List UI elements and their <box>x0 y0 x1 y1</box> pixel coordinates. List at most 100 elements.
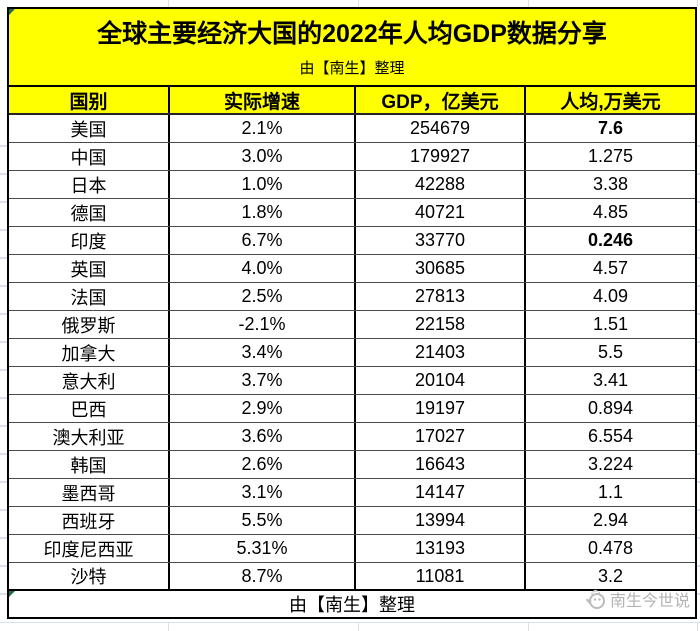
gridline <box>528 0 529 7</box>
column-header: 人均,万美元 <box>524 87 695 113</box>
cell-growth: 1.8% <box>168 199 354 226</box>
gridline <box>0 537 7 539</box>
cell-gdp: 27813 <box>354 283 524 310</box>
gridline <box>0 622 700 623</box>
cell-per_capita: 4.09 <box>524 283 695 310</box>
cell-per_capita: 3.41 <box>524 367 695 394</box>
table-footer-row: 由【南生】整理 <box>9 591 695 617</box>
cell-per_capita: 5.5 <box>524 339 695 366</box>
cell-growth: 8.7% <box>168 563 354 589</box>
cell-country: 巴西 <box>70 399 107 420</box>
cell-gdp: 14147 <box>354 479 524 506</box>
cell-country: 墨西哥 <box>61 483 116 504</box>
table-row: 沙特 8.7% 11081 3.2 <box>9 563 695 591</box>
cell-gdp: 40721 <box>354 199 524 226</box>
page-title: 全球主要经济大国的2022年人均GDP数据分享 <box>97 20 607 48</box>
cell-growth: 3.6% <box>168 423 354 450</box>
column-header: 国别 <box>69 91 108 113</box>
table-row: 意大利 3.7% 20104 3.41 <box>9 367 695 395</box>
cell-country: 沙特 <box>70 567 107 587</box>
gridline <box>0 369 7 371</box>
gridline <box>0 481 7 483</box>
gridline <box>0 201 7 203</box>
cell-country: 美国 <box>70 119 107 140</box>
gridline <box>0 397 7 399</box>
cell-country: 德国 <box>70 203 107 224</box>
cell-country: 澳大利亚 <box>52 427 125 448</box>
cell-per_capita: 4.57 <box>524 255 695 282</box>
gridline <box>0 145 7 147</box>
cell-country: 英国 <box>70 259 107 280</box>
cell-growth: -2.1% <box>168 311 354 338</box>
gridline <box>0 565 7 567</box>
cell-gdp: 21403 <box>354 339 524 366</box>
table-row: 中国 3.0% 179927 1.275 <box>9 143 695 171</box>
table-row: 印度 6.7% 33770 0.246 <box>9 227 695 255</box>
table-row: 德国 1.8% 40721 4.85 <box>9 199 695 227</box>
excel-corner-flag-icon <box>9 591 15 597</box>
gridline <box>697 622 698 631</box>
cell-gdp: 33770 <box>354 227 524 254</box>
gridline <box>168 622 169 631</box>
gridline <box>168 0 169 7</box>
cell-growth: 2.6% <box>168 451 354 478</box>
column-header: GDP，亿美元 <box>354 87 524 113</box>
cell-per_capita: 3.38 <box>524 171 695 198</box>
cell-growth: 2.9% <box>168 395 354 422</box>
cell-gdp: 179927 <box>354 143 524 170</box>
table-row: 英国 4.0% 30685 4.57 <box>9 255 695 283</box>
cell-gdp: 42288 <box>354 171 524 198</box>
cell-gdp: 11081 <box>354 563 524 589</box>
watermark-text: 南生今世说 <box>609 593 690 610</box>
gridline <box>0 341 7 343</box>
cell-growth: 3.0% <box>168 143 354 170</box>
cell-per_capita: 3.224 <box>524 451 695 478</box>
cell-per_capita: 7.6 <box>524 115 695 142</box>
cell-per_capita: 0.246 <box>524 227 695 254</box>
table-row: 墨西哥 3.1% 14147 1.1 <box>9 479 695 507</box>
table-title-block: 全球主要经济大国的2022年人均GDP数据分享 由【南生】整理 <box>9 9 695 87</box>
cell-growth: 3.4% <box>168 339 354 366</box>
gridline <box>0 509 7 511</box>
cell-gdp: 17027 <box>354 423 524 450</box>
gdp-data-table: 全球主要经济大国的2022年人均GDP数据分享 由【南生】整理 国别 实际增速 GD… <box>7 7 697 619</box>
cell-growth: 1.0% <box>168 171 354 198</box>
gridline <box>0 285 7 287</box>
cell-per_capita: 1.51 <box>524 311 695 338</box>
cell-growth: 5.31% <box>168 535 354 562</box>
excel-corner-flag-icon <box>9 9 15 15</box>
cell-per_capita: 0.478 <box>524 535 695 562</box>
cell-growth: 6.7% <box>168 227 354 254</box>
cell-growth: 5.5% <box>168 507 354 534</box>
cell-country: 印度尼西亚 <box>43 539 134 560</box>
cell-gdp: 13994 <box>354 507 524 534</box>
cell-growth: 2.1% <box>168 115 354 142</box>
gridline <box>0 173 7 175</box>
cell-growth: 3.7% <box>168 367 354 394</box>
gridline <box>358 0 359 7</box>
bird-logo-icon <box>585 589 605 609</box>
cell-per_capita: 0.894 <box>524 395 695 422</box>
column-header: 实际增速 <box>168 87 354 113</box>
table-row: 西班牙 5.5% 13994 2.94 <box>9 507 695 535</box>
gridline <box>0 313 7 315</box>
cell-country: 法国 <box>70 287 107 308</box>
cell-gdp: 13193 <box>354 535 524 562</box>
table-row: 法国 2.5% 27813 4.09 <box>9 283 695 311</box>
cell-growth: 2.5% <box>168 283 354 310</box>
cell-country: 韩国 <box>70 455 107 476</box>
cell-gdp: 19197 <box>354 395 524 422</box>
cell-gdp: 254679 <box>354 115 524 142</box>
cell-country: 俄罗斯 <box>61 315 116 336</box>
cell-gdp: 20104 <box>354 367 524 394</box>
table-header-row: 国别 实际增速 GDP，亿美元 人均,万美元 <box>9 87 695 115</box>
table-row: 美国 2.1% 254679 7.6 <box>9 115 695 143</box>
cell-per_capita: 4.85 <box>524 199 695 226</box>
table-body: 美国 2.1% 254679 7.6 中国 3.0% 179927 1.275 日本 1.0% 42… <box>9 115 695 591</box>
cell-per_capita: 6.554 <box>524 423 695 450</box>
cell-per_capita: 2.94 <box>524 507 695 534</box>
cell-gdp: 30685 <box>354 255 524 282</box>
table-row: 巴西 2.9% 19197 0.894 <box>9 395 695 423</box>
table-row: 日本 1.0% 42288 3.38 <box>9 171 695 199</box>
gridline <box>0 257 7 259</box>
